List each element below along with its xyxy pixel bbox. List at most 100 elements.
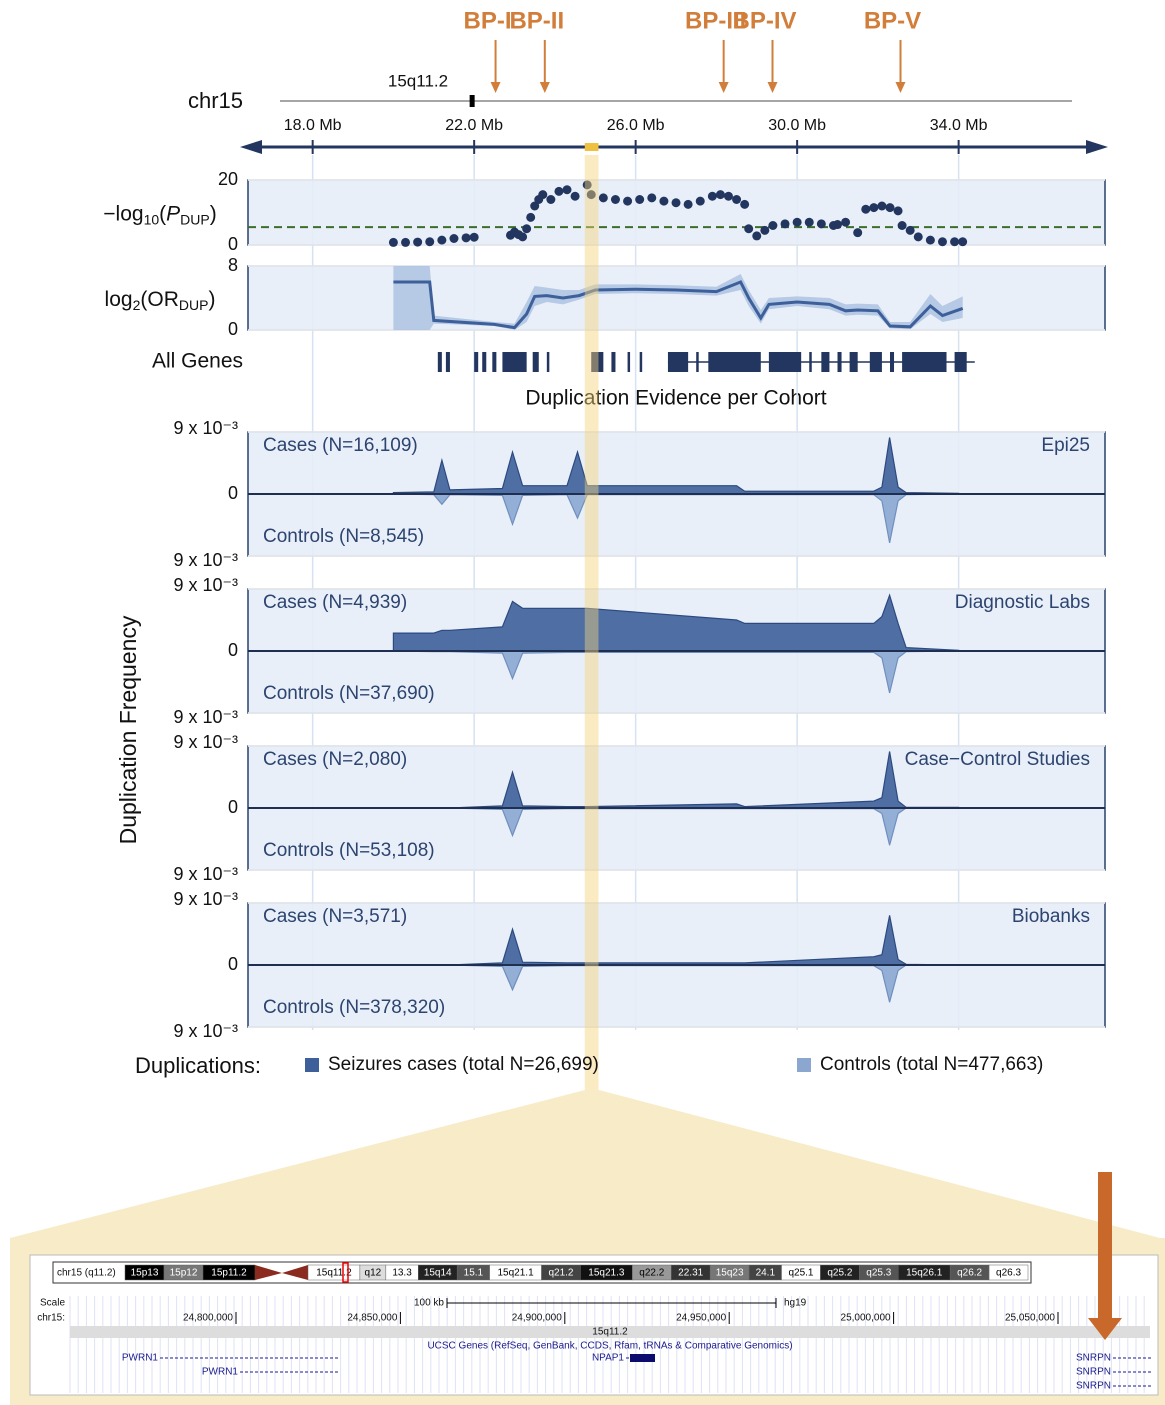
- scale-bar-label: 100 kb: [414, 1298, 444, 1309]
- point: [425, 237, 434, 246]
- point: [413, 238, 422, 247]
- point: [732, 195, 741, 204]
- band-name: 22.31: [678, 1268, 703, 1279]
- gene: [492, 352, 496, 372]
- point: [906, 226, 915, 235]
- y-axis-label: Duplication Frequency: [115, 615, 141, 844]
- legend-title: Duplications:: [135, 1053, 261, 1078]
- gene: [640, 352, 643, 372]
- gene: [809, 352, 812, 372]
- breakpoint-label: BP-II: [509, 7, 564, 34]
- genes-label: All Genes: [152, 350, 243, 373]
- band-name: 15q14: [424, 1268, 452, 1279]
- gene: [696, 352, 699, 372]
- band-name: 15p12: [170, 1268, 198, 1279]
- arrow-head: [895, 82, 905, 93]
- point: [708, 192, 717, 201]
- gene: [902, 352, 946, 372]
- y-tick-label: 0: [228, 483, 238, 503]
- band-name: 15q23: [716, 1268, 744, 1279]
- label-part: ): [210, 202, 217, 225]
- series-label: Controls (N=53,108): [263, 840, 435, 861]
- label-part: −log: [103, 202, 143, 225]
- y-tick-label: 9 x 10⁻³: [173, 1021, 238, 1041]
- point: [885, 203, 894, 212]
- gene: [870, 352, 882, 372]
- coordinate-label: 24,850,000: [347, 1313, 397, 1324]
- arrow-head: [768, 82, 778, 93]
- y-axis-label: −log10(PDUP): [103, 202, 216, 227]
- point: [437, 236, 446, 245]
- band-name: q26.3: [996, 1268, 1021, 1279]
- band-name: 15q26.1: [906, 1268, 943, 1279]
- gene-label: NPAP1: [592, 1353, 624, 1364]
- series-label: Controls (N=8,545): [263, 526, 424, 547]
- y-tick-label: 9 x 10⁻³: [173, 550, 238, 570]
- x-tick-label: 22.0 Mb: [445, 117, 503, 134]
- label-part: DUP: [179, 297, 209, 313]
- point: [950, 237, 959, 246]
- breakpoint-label: BP-IV: [733, 7, 797, 34]
- legend-label: Controls (total N=477,663): [820, 1054, 1043, 1075]
- coordinate-label: 24,950,000: [676, 1313, 726, 1324]
- y-tick-label: 0: [228, 954, 238, 974]
- point: [768, 221, 777, 230]
- y-tick-label: 9 x 10⁻³: [173, 732, 238, 752]
- band-name: q22.2: [639, 1268, 664, 1279]
- point: [805, 218, 814, 227]
- point: [518, 232, 527, 241]
- y-tick-label: 9 x 10⁻³: [173, 418, 238, 438]
- gene: [821, 352, 829, 372]
- label-part: log: [105, 288, 133, 311]
- point: [571, 192, 580, 201]
- point: [672, 198, 681, 207]
- point: [522, 224, 531, 233]
- point: [611, 195, 620, 204]
- band-name: 15.1: [464, 1268, 484, 1279]
- point: [853, 228, 862, 237]
- zoom-arrow: [1098, 1172, 1112, 1320]
- breakpoint-label: BP-V: [864, 7, 921, 34]
- y-tick-label: 0: [228, 640, 238, 660]
- arrow-head: [491, 82, 501, 93]
- panel: [248, 180, 1105, 245]
- point: [401, 238, 410, 247]
- panel-title: Biobanks: [1012, 906, 1090, 927]
- x-tick-label: 34.0 Mb: [930, 117, 988, 134]
- x-tick-label: 30.0 Mb: [768, 117, 826, 134]
- point: [926, 236, 935, 245]
- label-part: (OR: [140, 288, 179, 311]
- band-name: 24.1: [756, 1268, 776, 1279]
- band-name: 15q11.2: [316, 1268, 352, 1279]
- band-name: 15q21.3: [588, 1268, 625, 1279]
- y-tick-label: 9 x 10⁻³: [173, 889, 238, 909]
- gene: [708, 352, 760, 372]
- gene: [502, 352, 526, 372]
- gene-label: SNRPN: [1076, 1353, 1111, 1364]
- y-tick-label: 9 x 10⁻³: [173, 575, 238, 595]
- label-part: (: [159, 202, 166, 225]
- point: [877, 202, 886, 211]
- point: [938, 237, 947, 246]
- band-name: q26.2: [957, 1268, 982, 1279]
- series-label: Controls (N=378,320): [263, 997, 445, 1018]
- point: [752, 231, 761, 240]
- point: [833, 220, 842, 229]
- zoom-region: [10, 1090, 1160, 1238]
- section-title: Duplication Evidence per Cohort: [525, 387, 826, 410]
- point: [781, 219, 790, 228]
- point: [462, 233, 471, 242]
- point: [817, 219, 826, 228]
- label-part: ): [208, 288, 215, 311]
- label-part: 10: [144, 211, 160, 227]
- gene: [850, 352, 858, 372]
- y-tick-label: 20: [218, 169, 238, 189]
- gene-label: PWRN1: [202, 1367, 239, 1378]
- band-name: 15p13: [131, 1268, 159, 1279]
- point: [760, 226, 769, 235]
- point: [793, 218, 802, 227]
- point: [861, 205, 870, 214]
- gene: [668, 352, 688, 372]
- point: [470, 233, 479, 242]
- chrom-label: chr15: [188, 88, 243, 113]
